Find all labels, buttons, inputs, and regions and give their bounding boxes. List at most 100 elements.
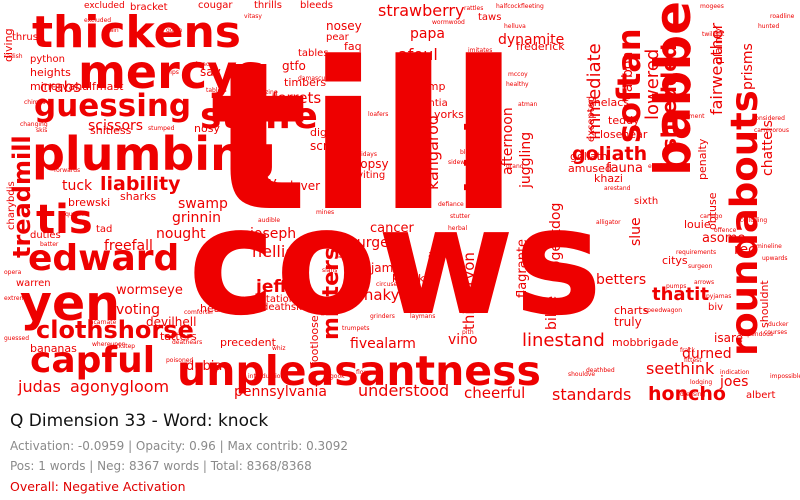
cloud-word: durned xyxy=(682,346,732,362)
cloud-word: knocks xyxy=(392,272,430,285)
cloud-word: fauna xyxy=(606,161,643,176)
cloud-word: pennsylvania xyxy=(234,384,327,400)
cloud-word: yorks xyxy=(434,108,464,121)
cloud-word: batter xyxy=(40,241,59,248)
cloud-word: linestand xyxy=(522,330,605,351)
cloud-word: tis xyxy=(36,197,93,243)
cloud-word: heal xyxy=(200,302,224,315)
cloud-word: roundabouts xyxy=(723,90,766,356)
cloud-word: grinnin xyxy=(172,210,221,226)
cloud-word: twilight xyxy=(702,31,725,38)
cloud-word: afternoon xyxy=(500,107,516,175)
caption-panel: Q Dimension 33 - Word: knock Activation:… xyxy=(10,410,790,495)
cloud-word: bananas xyxy=(30,342,77,355)
cloud-word: lover xyxy=(290,179,320,193)
cloud-word: keys xyxy=(544,265,558,272)
cloud-word: capful xyxy=(30,340,155,381)
word-cloud-canvas: till cows thickens mercys plumbing guess… xyxy=(2,0,800,403)
cloud-word: squeak xyxy=(62,211,84,218)
cloud-word: nettle xyxy=(264,187,282,194)
cloud-word: shredded xyxy=(657,44,681,150)
cloud-word: strawberry xyxy=(378,1,464,20)
cloud-word: teddy xyxy=(608,114,640,127)
cloud-word: plumbing xyxy=(32,127,276,181)
cloud-word: courses xyxy=(764,329,787,336)
cloud-word: charybdis xyxy=(6,181,17,230)
cloud-word: obtuse xyxy=(706,192,719,230)
cloud-word: colluding xyxy=(740,217,767,224)
cloud-word: holidays xyxy=(352,151,377,158)
cloud-word: precedent xyxy=(220,336,277,349)
cloud-word: bleeds xyxy=(300,0,333,11)
cloud-word: brewski xyxy=(68,196,110,209)
cloud-word: python xyxy=(30,54,65,65)
cloud-word: duties xyxy=(30,230,61,241)
cloud-word: edward xyxy=(28,238,179,279)
cloud-word: incarnate xyxy=(88,319,117,326)
cloud-word: thatit xyxy=(652,284,709,305)
cloud-word: decided xyxy=(402,297,426,304)
cloud-word: flagrante xyxy=(515,239,530,298)
cloud-word: goliath xyxy=(570,150,608,163)
cloud-word: bilge xyxy=(544,296,560,330)
cloud-word: helluva xyxy=(504,23,526,30)
cloud-word: introduction xyxy=(248,373,284,380)
cloud-word: inviting xyxy=(348,170,385,181)
cloud-word: prisms xyxy=(740,43,756,90)
cloud-word: soda xyxy=(286,284,310,295)
cloud-word: amused xyxy=(568,162,612,175)
cloud-word: crabs xyxy=(40,78,81,96)
cloud-word: mogees xyxy=(700,3,724,10)
cloud-word: carnivorous xyxy=(754,127,789,134)
cloud-word: frack xyxy=(680,347,696,354)
cloud-word: slew xyxy=(334,179,361,193)
cloud-word: taws xyxy=(478,12,501,23)
cloud-word: standards xyxy=(552,385,631,403)
cloud-word: trumpets xyxy=(342,325,369,332)
cloud-word: stuffe xyxy=(200,96,318,137)
cloud-word: healthy xyxy=(506,81,529,88)
cloud-word: pyjamas xyxy=(706,293,731,300)
cloud-word: hunted xyxy=(758,23,779,30)
cloud-word: bleakest xyxy=(460,149,486,156)
cloud-word: wormwood xyxy=(432,19,465,26)
cloud-word: dressing xyxy=(680,391,706,398)
cloud-word: halfcockfleeting xyxy=(496,3,544,10)
dimension-title: Q Dimension 33 - Word: knock xyxy=(10,411,269,431)
cloud-word: clothshorse xyxy=(36,316,194,344)
cloud-word: daddys xyxy=(476,63,498,70)
cloud-word: unpleasantness xyxy=(177,347,541,395)
cloud-word: dynamite xyxy=(498,32,564,48)
cloud-word: laymans xyxy=(410,313,435,320)
cloud-word: braces xyxy=(196,61,216,68)
cloud-word: whereupon xyxy=(92,341,126,348)
cloud-word: loafers xyxy=(368,111,388,118)
cloud-word: slans xyxy=(322,267,337,274)
cloud-word: tad xyxy=(96,224,112,235)
cloud-word: appointment xyxy=(666,113,705,120)
cloud-word: caringo xyxy=(700,213,723,220)
cloud-word: opera xyxy=(4,269,22,276)
cloud-word: fittest xyxy=(684,357,702,364)
cloud-word: flowers xyxy=(356,369,378,376)
cloud-word: fairweather xyxy=(707,23,726,115)
overall-activation-label: Overall: Negative Activation xyxy=(10,479,186,494)
cloud-word: damp xyxy=(414,80,445,93)
cloud-word: alligator xyxy=(596,219,621,226)
cloud-word: betters xyxy=(596,272,646,288)
cloud-word: joes xyxy=(719,374,748,390)
cloud-word: ferrets xyxy=(272,89,321,107)
word-counts: Pos: 1 words | Neg: 8367 words | Total: … xyxy=(10,459,312,473)
cloud-word: changing xyxy=(20,121,48,128)
cloud-word: requirements xyxy=(676,249,716,256)
cloud-word: pumps xyxy=(666,283,686,290)
cloud-word: cows xyxy=(188,176,602,348)
cloud-word: snaky xyxy=(356,286,400,304)
cloud-word: excluded xyxy=(84,17,111,24)
cloud-word: papa xyxy=(410,26,445,42)
cloud-word: speedwagon xyxy=(644,307,682,314)
cloud-word: sixth xyxy=(634,196,658,207)
cloud-word: immediate xyxy=(584,43,605,140)
cloud-word: louie xyxy=(684,218,711,231)
cloud-word: shitless xyxy=(90,124,132,137)
